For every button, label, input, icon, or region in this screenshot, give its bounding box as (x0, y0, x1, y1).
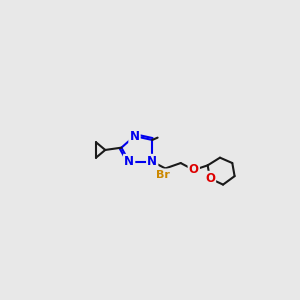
Text: O: O (189, 164, 199, 176)
Text: O: O (205, 172, 215, 185)
Text: N: N (130, 130, 140, 142)
Text: N: N (124, 155, 134, 168)
Text: Br: Br (156, 169, 170, 180)
Text: N: N (147, 155, 157, 168)
